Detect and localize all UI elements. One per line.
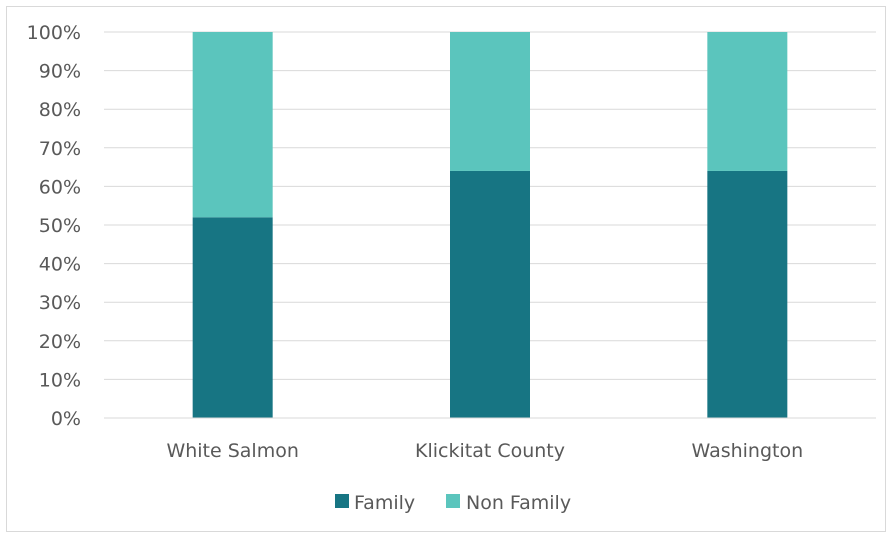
y-tick-label: 80% bbox=[39, 99, 81, 121]
y-tick-label: 0% bbox=[51, 408, 81, 430]
x-category-label: White Salmon bbox=[166, 440, 298, 462]
y-tick-label: 20% bbox=[39, 331, 81, 353]
legend-label-non-family: Non Family bbox=[466, 492, 571, 514]
bar-non-family-white-salmon bbox=[192, 32, 273, 218]
x-category-label: Washington bbox=[692, 440, 804, 462]
bar-non-family-klickitat-county bbox=[450, 32, 530, 171]
x-axis-category-labels: White Salmon Klickitat County Washington bbox=[166, 440, 803, 462]
bars bbox=[192, 32, 788, 418]
y-tick-label: 100% bbox=[27, 22, 81, 44]
x-category-label: Klickitat County bbox=[415, 440, 565, 462]
y-tick-label: 60% bbox=[39, 176, 81, 198]
bar-family-white-salmon bbox=[192, 217, 273, 418]
y-tick-label: 40% bbox=[39, 254, 81, 276]
y-axis-tick-labels: 0% 10% 20% 30% 40% 50% 60% 70% 80% 90% 100% bbox=[27, 22, 81, 430]
y-tick-label: 70% bbox=[39, 138, 81, 160]
legend: Family Non Family bbox=[335, 492, 571, 514]
bar-family-washington bbox=[707, 170, 788, 418]
legend-swatch-non-family bbox=[446, 494, 460, 508]
legend-swatch-family bbox=[335, 494, 349, 508]
legend-label-family: Family bbox=[354, 492, 415, 514]
y-tick-label: 30% bbox=[39, 292, 81, 314]
bar-non-family-washington bbox=[707, 32, 788, 171]
y-tick-label: 90% bbox=[39, 61, 81, 83]
bar-family-klickitat-county bbox=[450, 170, 530, 418]
y-tick-label: 50% bbox=[39, 215, 81, 237]
y-tick-label: 10% bbox=[39, 369, 81, 391]
